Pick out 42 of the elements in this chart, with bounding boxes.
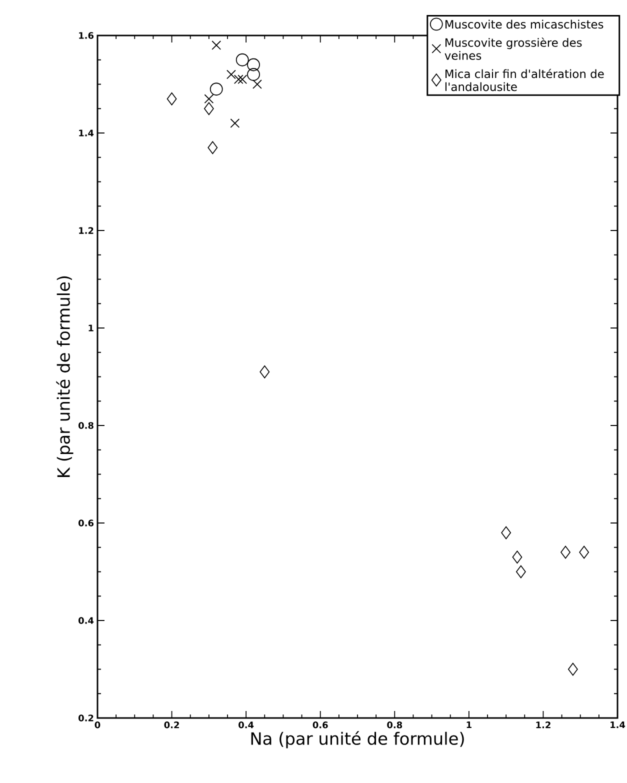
y-tick-label: 0.6 — [78, 520, 94, 526]
legend-label: Muscovite des micaschistes — [446, 20, 604, 29]
point — [579, 546, 590, 559]
point — [252, 80, 262, 89]
point — [212, 40, 222, 50]
x-tick-label: 1 — [466, 722, 472, 728]
point — [236, 53, 249, 66]
point — [226, 70, 236, 80]
x-tick-label: 0.6 — [312, 722, 328, 728]
y-tick-label: 0.8 — [78, 422, 94, 429]
point — [210, 82, 223, 96]
point — [238, 74, 248, 84]
point — [247, 58, 260, 72]
point — [204, 94, 214, 104]
point — [234, 74, 244, 84]
y-tick-label: 0.4 — [78, 617, 94, 624]
y-tick-label: 0.2 — [78, 714, 94, 722]
y-tick-label: 1.6 — [79, 32, 94, 39]
point — [260, 365, 270, 378]
x-tick-label: 0.8 — [387, 722, 402, 728]
legend-label: Mica clair fin d'altération de l'andalousite — [445, 68, 604, 92]
point — [512, 550, 522, 564]
x-tick-label: 0.4 — [238, 722, 254, 728]
y-tick-label: 1.2 — [79, 227, 94, 234]
y-tick-label: 1.4 — [79, 130, 94, 136]
point — [247, 68, 260, 81]
x-tick-label: 0.2 — [164, 722, 179, 728]
x-tick-label: 1.4 — [610, 722, 626, 728]
y-tick-label: 1 — [88, 324, 94, 332]
point — [204, 102, 214, 116]
point — [516, 565, 526, 578]
point — [230, 118, 240, 128]
point — [208, 141, 218, 154]
x-tick-label: 1.2 — [536, 722, 550, 728]
point — [501, 526, 512, 540]
x-axis-title: Na (par unité de formule) — [251, 731, 464, 748]
y-axis-title: K (par unité de formule) — [56, 276, 74, 477]
point — [166, 92, 177, 106]
legend-label: Muscovite grossière des veines — [444, 38, 582, 60]
point — [560, 546, 570, 559]
x-tick-label: 0 — [94, 722, 100, 728]
point — [568, 662, 578, 676]
